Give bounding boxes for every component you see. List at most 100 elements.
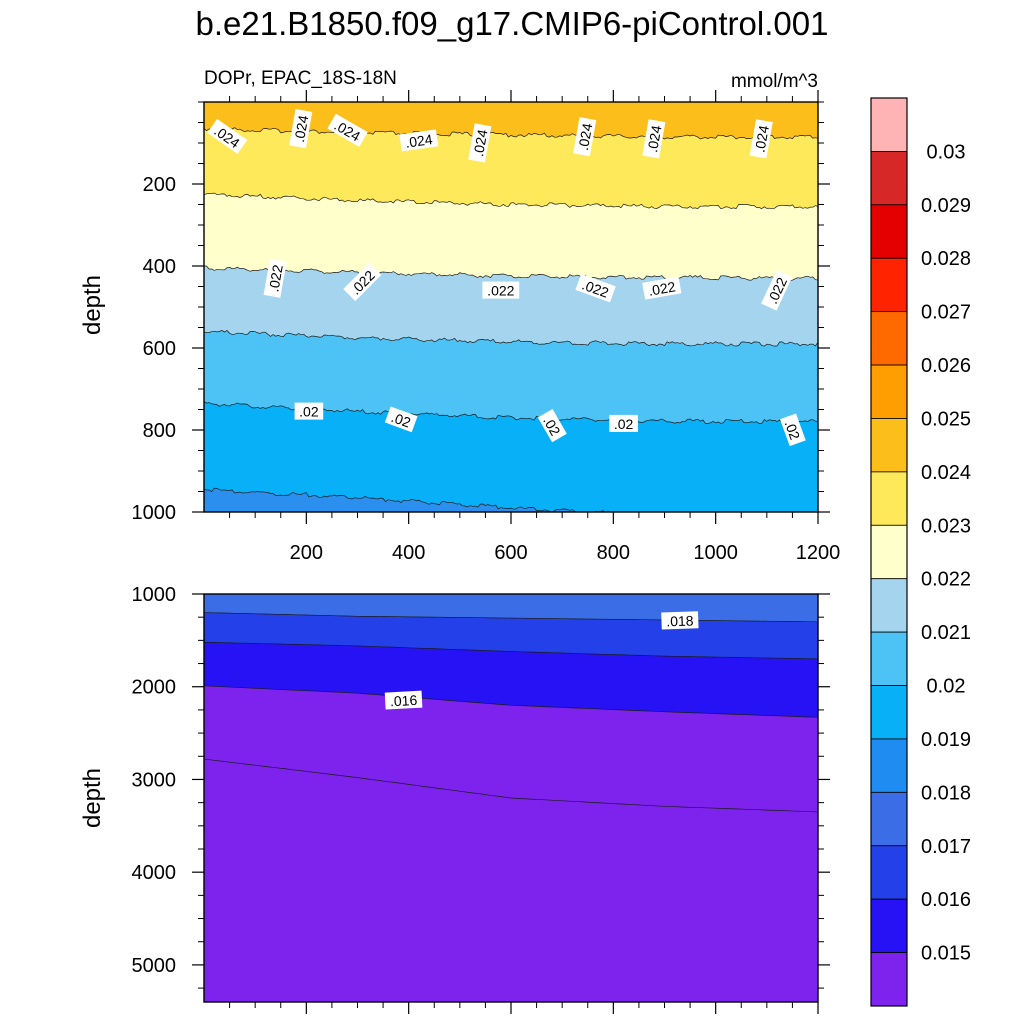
contour-label-box: [642, 119, 666, 159]
contour-line: [204, 265, 818, 281]
contour-label: .024: [642, 119, 666, 159]
x-tick-label: 400: [392, 542, 425, 564]
contour-band: [204, 488, 610, 512]
colorbar-swatch: [870, 364, 908, 419]
contour-label: .018: [661, 611, 699, 630]
contour-label-box: [661, 611, 699, 630]
lower-y-axis-label: depth: [79, 768, 106, 828]
contour-line: [204, 612, 818, 623]
colorbar-swatch: [870, 257, 908, 313]
colorbar-swatch: [870, 952, 908, 1007]
contour-label: .022: [343, 263, 382, 302]
contour-label: .016: [384, 690, 423, 710]
contour-label-box: [294, 402, 324, 420]
contour-label-text: .024: [404, 131, 433, 151]
contour-line: [204, 330, 818, 347]
contour-line: [204, 758, 818, 813]
contour-label-text: .016: [390, 692, 418, 709]
contour-label-text: .024: [644, 124, 665, 154]
colorbar-swatch: [870, 524, 908, 580]
contour-label: .02: [609, 414, 638, 432]
colorbar-label: 0.02: [927, 676, 966, 698]
contour-label-text: .022: [647, 278, 677, 299]
y-tick-label: 3000: [132, 769, 177, 791]
colorbar-label: 0.03: [927, 141, 966, 163]
contour-line: [204, 192, 818, 210]
contour-label-text: .024: [575, 122, 596, 152]
contour-label-text: .024: [751, 124, 772, 154]
y-tick-label: 800: [143, 420, 176, 442]
colorbar-label: 0.021: [921, 622, 971, 644]
y-tick-label: 5000: [132, 955, 177, 977]
contour-label-box: [343, 263, 382, 302]
contour-label: .024: [573, 117, 597, 157]
contour-label: .022: [263, 258, 287, 298]
contour-label-box: [207, 118, 248, 154]
colorbar-label: 0.022: [921, 569, 971, 591]
contour-label-box: [749, 119, 773, 159]
contour-label-box: [761, 270, 793, 311]
contour-label: .022: [482, 281, 520, 299]
colorbar-swatch: [870, 471, 908, 526]
axes: 1000 2000 3000 4000 5000: [132, 584, 830, 1014]
contour-label-text: .02: [614, 416, 634, 432]
colorbar-label: 0.028: [921, 248, 971, 270]
contour-line: [204, 641, 818, 660]
contour-label-text: .02: [782, 418, 804, 442]
y-tick-label: 400: [143, 256, 176, 278]
contour-label-text: .02: [389, 409, 413, 431]
x-tick-label: 1200: [796, 542, 841, 564]
colorbar-label: 0.025: [921, 408, 971, 430]
contour-label: .02: [384, 406, 418, 433]
colorbar-label: 0.029: [921, 195, 971, 217]
contour-band: [204, 401, 818, 512]
contour-label: .022: [642, 276, 682, 300]
contour-label-box: [575, 273, 616, 303]
colorbar-swatch: [870, 97, 908, 152]
contour-label-text: .024: [291, 114, 312, 144]
colorbar-label: 0.023: [921, 515, 971, 537]
colorbar-swatch: [870, 578, 908, 633]
contour-label-text: .024: [470, 128, 491, 158]
y-tick-label: 1000: [132, 584, 177, 606]
y-tick-label: 200: [143, 174, 176, 196]
contour-label-text: .022: [487, 283, 514, 299]
contour-label-text: .022: [265, 263, 286, 293]
contour-label-box: [399, 129, 439, 152]
x-tick-label: 600: [494, 542, 527, 564]
x-tick-label: 200: [290, 542, 323, 564]
contour-label-text: .018: [666, 612, 694, 629]
colorbar-label: 0.015: [921, 943, 971, 965]
colorbar-label: 0.024: [921, 462, 971, 484]
contour-label-text: .02: [299, 404, 319, 420]
contour-label-box: [327, 113, 368, 147]
colorbar-swatch: [870, 738, 908, 793]
contour-label: .024: [468, 123, 492, 163]
colorbar-swatch: [870, 311, 908, 366]
colorbar-swatch: [870, 898, 908, 953]
contour-label-box: [482, 281, 520, 299]
contour-label-box: [289, 109, 313, 149]
colorbar-swatch: [870, 791, 908, 847]
upper-subtitle-left: DOPr, EPAC_18S-18N: [204, 68, 397, 89]
y-tick-label: 4000: [132, 862, 177, 884]
contour-label-box: [384, 406, 418, 433]
x-tick-label: 1000: [693, 542, 738, 564]
colorbar-swatch: [870, 151, 908, 206]
contour-label-box: [573, 117, 597, 157]
contour-band: [204, 759, 818, 1002]
x-tick-label: 800: [597, 542, 630, 564]
colorbar-swatch: [870, 204, 908, 259]
colorbar: 0.03 0.029 0.028 0.027 0.026 0.025 0.024 0.023 0…: [870, 97, 971, 1007]
contour-label: .024: [399, 129, 439, 152]
colorbar-frame: [870, 97, 908, 1007]
contour-label-box: [263, 258, 287, 298]
y-tick-label: 600: [143, 338, 176, 360]
axes: 200 400 600 800 1000 200 400 600 800 1000 1200: [132, 90, 841, 564]
chart-title: b.e21.B1850.f09_g17.CMIP6-piControl.001: [196, 5, 829, 42]
upper-contour-panel: .024.024.024.024.024.024.024.024.022.022…: [132, 90, 841, 564]
contour-label: .02: [294, 402, 324, 420]
panel-plot-area: .024.024.024.024.024.024.024.024.022.022…: [204, 102, 818, 512]
colorbar-label: 0.026: [921, 355, 971, 377]
